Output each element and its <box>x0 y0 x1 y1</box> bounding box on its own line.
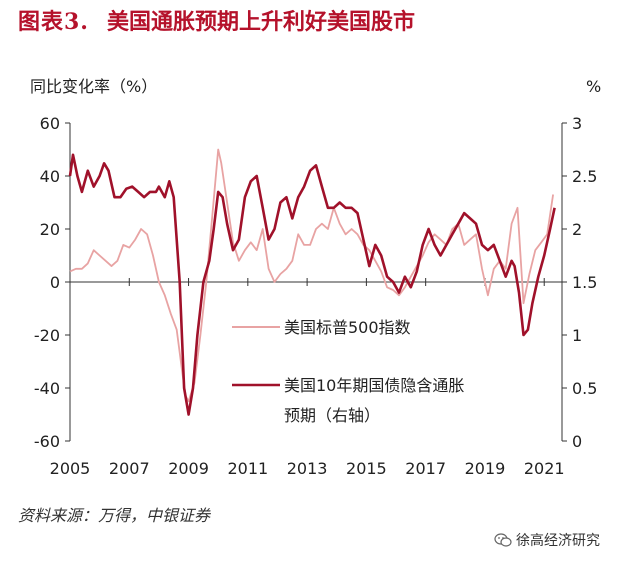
figure-title: 美国通胀预期上升利好美国股市 <box>106 9 415 35</box>
y-left-tick-label: 60 <box>40 114 60 133</box>
y-right-tick-label: 0.5 <box>572 379 597 398</box>
x-tick-label: 2013 <box>287 459 328 478</box>
legend-label-breakeven-line1: 美国10年期国债隐含通胀 <box>284 376 464 395</box>
y-left-axis-label: 同比变化率（%） <box>30 77 157 96</box>
y-right-tick-label: 3 <box>572 114 582 133</box>
x-tick-label: 2017 <box>405 459 446 478</box>
y-left-tick-label: 20 <box>40 220 60 239</box>
legend-label-breakeven-line2: 预期（右轴） <box>284 406 380 425</box>
brand-name: 徐高经济研究 <box>516 533 600 549</box>
y-left-tick-label: 0 <box>50 273 60 292</box>
wechat-icon <box>494 533 512 547</box>
legend-label-sp500: 美国标普500指数 <box>284 318 411 337</box>
x-tick-label: 2021 <box>524 459 565 478</box>
y-left-tick-label: 40 <box>40 167 60 186</box>
y-right-tick-label: 1 <box>572 326 582 345</box>
x-tick-label: 2007 <box>109 459 150 478</box>
series-layer <box>68 148 556 416</box>
y-right-tick-label: 0 <box>572 432 582 451</box>
y-right-tick-label: 1.5 <box>572 273 597 292</box>
x-tick-label: 2019 <box>465 459 506 478</box>
y-left-tick-label: -40 <box>34 379 60 398</box>
x-tick-label: 2011 <box>227 459 268 478</box>
series-line-breakeven <box>68 153 556 416</box>
brand: 徐高经济研究 <box>494 530 600 550</box>
axes: -60 -40 -20 0 20 40 60 0 0.5 1 1.5 2 2.5 3 2005 2007 200… <box>34 114 598 478</box>
x-tick-label: 2005 <box>50 459 91 478</box>
figure-label: 图表3. <box>18 9 89 35</box>
chart-title: 图表3. 美国通胀预期上升利好美国股市 <box>18 4 415 36</box>
x-tick-label: 2015 <box>346 459 387 478</box>
y-right-tick-label: 2.5 <box>572 167 597 186</box>
source-note: 资料来源：万得，中银证券 <box>18 506 211 525</box>
y-left-tick-label: -60 <box>34 432 60 451</box>
x-tick-label: 2009 <box>168 459 209 478</box>
y-right-tick-label: 2 <box>572 220 582 239</box>
series-line-sp500 <box>69 148 554 403</box>
y-left-tick-label: -20 <box>34 326 60 345</box>
y-right-axis-label: % <box>586 77 601 96</box>
